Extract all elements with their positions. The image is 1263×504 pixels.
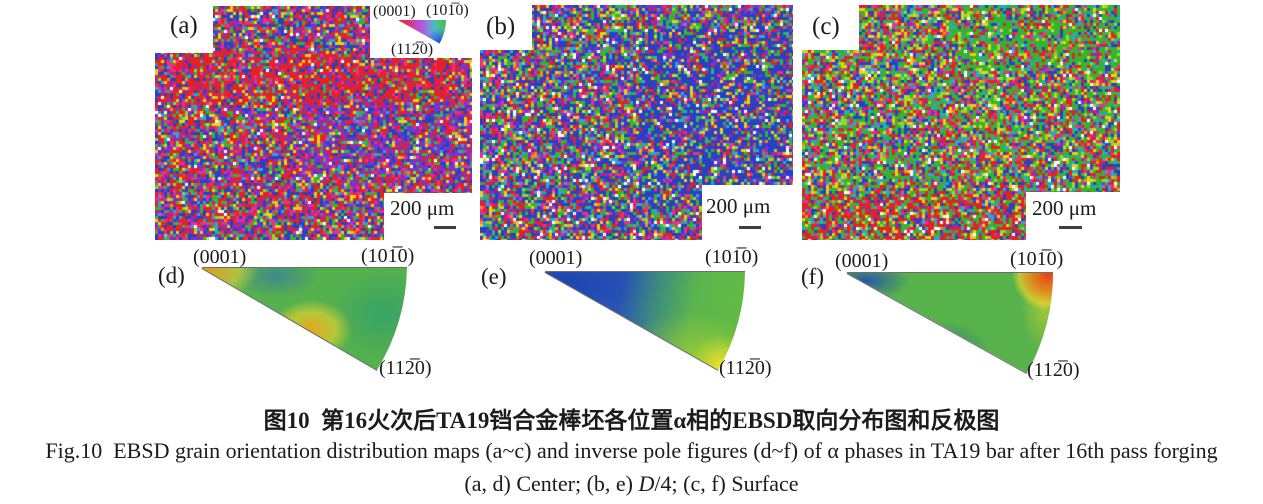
ipf-f-corner-1120: (112̅0): [1027, 359, 1080, 381]
scale-label-c: 200 μm: [1032, 196, 1097, 220]
ipf-e-corner-1120: (112̅0): [719, 357, 772, 379]
caption-subfigures: (a, d) Center; (b, e) D/4; (c, f) Surfac…: [0, 471, 1263, 497]
legend-label-1010: (101̅0): [426, 2, 469, 19]
subcaption-suffix: /4; (c, f) Surface: [654, 471, 799, 496]
scale-label-b: 200 μm: [706, 194, 771, 218]
panel-label-e: (e): [481, 264, 507, 289]
subcaption-prefix: (a, d) Center; (b, e): [464, 471, 639, 496]
caption-english: Fig.10 EBSD grain orientation distributi…: [45, 438, 1218, 463]
cutout-label-a: [155, 6, 213, 53]
legend-label-0001: (0001): [373, 3, 416, 20]
ipf-e-top-edge: [545, 271, 745, 272]
ipf-e-corner-0001: (0001): [529, 247, 583, 269]
scale-bar-b: [739, 226, 761, 229]
ipf-f-top-edge: [847, 272, 1053, 273]
ipf-wedge-f: [847, 273, 1054, 374]
subcaption-diameter-symbol: D: [638, 471, 655, 496]
panel-label-c: (c): [812, 13, 840, 40]
ipf-d-top-edge: [202, 267, 407, 268]
cutout-label-b: [480, 5, 532, 50]
cutout-scale-a: [384, 193, 472, 240]
ipf-d-corner-1120: (112̅0): [379, 357, 432, 379]
scale-bar-a: [434, 226, 456, 229]
panel-label-b: (b): [486, 13, 516, 40]
cutout-scale-b: [702, 185, 793, 240]
ipf-f-corner-1010: (101̅0): [1010, 248, 1064, 270]
panel-label-d: (d): [158, 263, 185, 288]
cutout-label-c: [802, 5, 859, 50]
panel-label-a: (a): [170, 12, 198, 39]
legend-label-1120: (112̅0): [391, 41, 434, 58]
ipf-wedge-d: [202, 268, 408, 371]
cutout-scale-c: [1026, 192, 1120, 240]
ipf-f-corner-0001: (0001): [835, 250, 889, 272]
ipf-d-corner-1010: (101̅0): [361, 245, 415, 267]
ipf-e-corner-1010: (101̅0): [705, 246, 759, 268]
caption-chinese: 图10 第16火次后TA19铛合金棒坯各位置α相的EBSD取向分布图和反极图: [263, 408, 1000, 433]
scale-bar-c: [1059, 226, 1082, 229]
ipf-d-corner-0001: (0001): [193, 246, 247, 268]
panel-label-f: (f): [801, 264, 824, 289]
scale-label-a: 200 μm: [390, 196, 455, 220]
